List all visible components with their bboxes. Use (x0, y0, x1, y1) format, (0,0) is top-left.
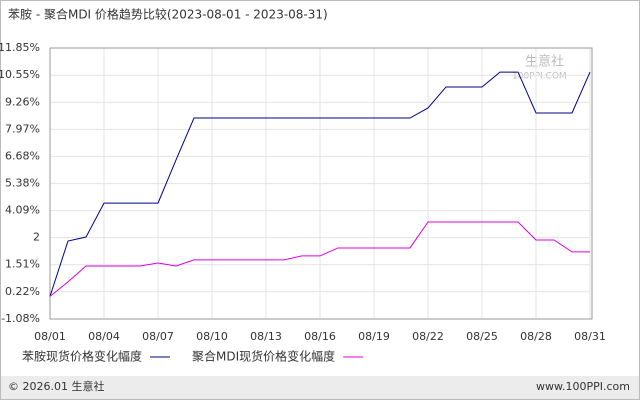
footer-bar (1, 376, 639, 399)
legend-label: 苯胺现货价格变化幅度 (22, 349, 142, 364)
y-tick-label: 9.26% (5, 95, 40, 108)
x-tick-label: 08/07 (142, 330, 174, 343)
series-line (49, 221, 590, 297)
x-tick-label: 08/31 (574, 330, 606, 343)
y-tick-label: 6.68% (5, 149, 40, 162)
x-tick-label: 08/01 (34, 330, 66, 343)
series-line (49, 71, 591, 297)
x-tick-label: 08/22 (412, 330, 444, 343)
y-tick-label: 2 (33, 231, 40, 244)
watermark: 生意社 (525, 54, 564, 70)
legend-label: 聚合MDI现货价格变化幅度 (192, 349, 335, 364)
y-tick-label: 1.51% (5, 258, 40, 271)
x-tick-label: 08/16 (304, 330, 336, 343)
x-tick-label: 08/04 (88, 330, 120, 343)
y-tick-label: 0.22% (5, 285, 40, 298)
y-tick-label: 4.09% (5, 204, 40, 217)
y-tick-label: 11.85% (0, 41, 40, 54)
y-tick-label: -1.08% (1, 312, 40, 325)
footer-left: © 2026.01 生意社 (8, 379, 104, 393)
chart-title: 苯胺 - 聚合MDI 价格趋势比较(2023-08-01 - 2023-08-3… (8, 7, 328, 22)
x-tick-label: 08/10 (196, 330, 228, 343)
watermark: 100PPI.COM (512, 72, 567, 82)
x-tick-label: 08/19 (358, 330, 390, 343)
x-tick-label: 08/25 (466, 330, 498, 343)
y-tick-label: 10.55% (0, 68, 40, 81)
x-tick-label: 08/13 (250, 330, 282, 343)
footer-right: www.100PPI.com (536, 380, 630, 393)
y-tick-label: 7.97% (5, 122, 40, 135)
y-tick-label: 5.38% (5, 177, 40, 190)
x-tick-label: 08/28 (520, 330, 552, 343)
plot-border (49, 47, 593, 320)
